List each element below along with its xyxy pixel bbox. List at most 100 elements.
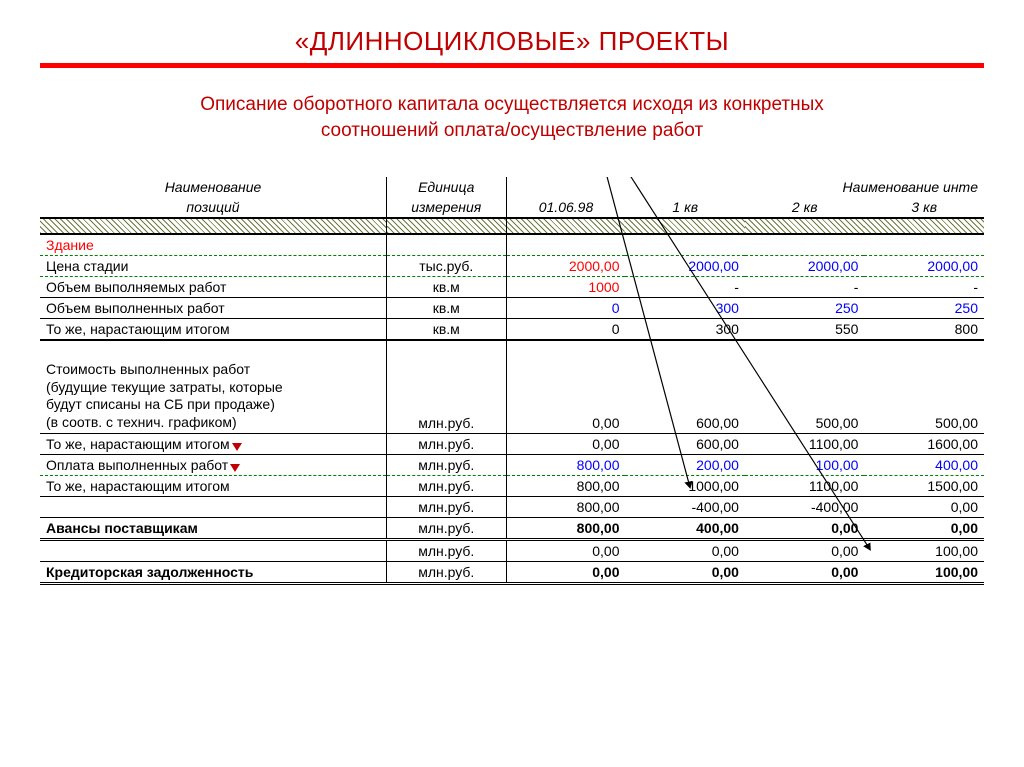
cell: 100,00 [745, 455, 864, 476]
cell: 800 [864, 319, 984, 341]
cell: 0,00 [506, 562, 625, 584]
cell: 0 [506, 298, 625, 319]
cell: 400,00 [625, 518, 744, 540]
cell: Цена стадии [40, 256, 387, 277]
cell: 250 [745, 298, 864, 319]
spreadsheet-area: Наименование Единица Наименование инте п… [40, 177, 984, 585]
cell: 800,00 [506, 497, 625, 518]
comment-marker-icon [232, 443, 242, 451]
cell: -400,00 [625, 497, 744, 518]
hatched-separator [40, 218, 984, 234]
line: Стоимость выполненных работ [46, 361, 250, 377]
cell: - [864, 277, 984, 298]
cell: -400,00 [745, 497, 864, 518]
cell: 800,00 [506, 518, 625, 540]
cell: 600,00 [625, 434, 744, 455]
cell: Оплата выполненных работ [46, 457, 228, 473]
cell: То же, нарастающим итогом [46, 436, 230, 452]
row-advances: Авансы поставщикам млн.руб. 800,00 400,0… [40, 518, 984, 540]
row-blank2: млн.руб. 0,00 0,00 0,00 100,00 [40, 540, 984, 562]
cell: кв.м [387, 319, 506, 341]
cell: Объем выполняемых работ [40, 277, 387, 298]
subtitle: Описание оборотного капитала осуществляе… [172, 92, 852, 143]
cell: 2000,00 [745, 256, 864, 277]
cell: 400,00 [864, 455, 984, 476]
cell: 1000,00 [625, 476, 744, 497]
cell: 0,00 [506, 540, 625, 562]
line: (будущие текущие затраты, которые [46, 379, 283, 395]
row-creditors: Кредиторская задолженность млн.руб. 0,00… [40, 562, 984, 584]
cell: 0,00 [625, 562, 744, 584]
line: будут списаны на СБ при продаже) [46, 396, 275, 412]
hdr-unit-bot: измерения [387, 197, 506, 218]
cell: 2000,00 [506, 256, 625, 277]
row-vol-done: Объем выполненных работ кв.м 0 300 250 2… [40, 298, 984, 319]
page-title: «ДЛИННОЦИКЛОВЫЕ» ПРОЕКТЫ [40, 26, 984, 57]
cell: 1500,00 [864, 476, 984, 497]
cell: 800,00 [506, 455, 625, 476]
cell: 0,00 [745, 518, 864, 540]
cell: 0,00 [506, 434, 625, 455]
cell: 0,00 [864, 518, 984, 540]
cell: - [625, 277, 744, 298]
cell: 0 [506, 319, 625, 341]
cell: млн.руб. [387, 540, 506, 562]
cell: 800,00 [506, 476, 625, 497]
cell: 1000 [506, 277, 625, 298]
row-cost: Стоимость выполненных работ (будущие тек… [40, 359, 984, 434]
cell: кв.м [387, 277, 506, 298]
row-pay-cum: То же, нарастающим итогом млн.руб. 800,0… [40, 476, 984, 497]
row-delta: млн.руб. 800,00 -400,00 -400,00 0,00 [40, 497, 984, 518]
cell: Кредиторская задолженность [40, 562, 387, 584]
cell: 250 [864, 298, 984, 319]
cell: Объем выполненных работ [40, 298, 387, 319]
cell: 1100,00 [745, 476, 864, 497]
row-section-building: Здание [40, 234, 984, 256]
cell: кв.м [387, 298, 506, 319]
comment-marker-icon [230, 464, 240, 472]
hdr-name-bot: позиций [40, 197, 387, 218]
cell: 1600,00 [864, 434, 984, 455]
cell: 500,00 [864, 359, 984, 434]
cell: 550 [745, 319, 864, 341]
hdr-col-1: 1 кв [625, 197, 744, 218]
cell: 600,00 [625, 359, 744, 434]
cell: 300 [625, 298, 744, 319]
cell: 0,00 [864, 497, 984, 518]
cell: тыс.руб. [387, 256, 506, 277]
cell [40, 497, 387, 518]
data-table: Наименование Единица Наименование инте п… [40, 177, 984, 585]
cell: млн.руб. [387, 562, 506, 584]
cell: 2000,00 [864, 256, 984, 277]
row-pay: Оплата выполненных работ млн.руб. 800,00… [40, 455, 984, 476]
row-price: Цена стадии тыс.руб. 2000,00 2000,00 200… [40, 256, 984, 277]
cell: 300 [625, 319, 744, 341]
cell: млн.руб. [387, 455, 506, 476]
cell: 2000,00 [625, 256, 744, 277]
header-row-1: Наименование Единица Наименование инте [40, 177, 984, 197]
cell: млн.руб. [387, 518, 506, 540]
title-underline [40, 63, 984, 68]
row-cost-cum: То же, нарастающим итогом млн.руб. 0,00 … [40, 434, 984, 455]
cell: 0,00 [745, 540, 864, 562]
cell: 0,00 [745, 562, 864, 584]
cell: 1100,00 [745, 434, 864, 455]
cell: млн.руб. [387, 497, 506, 518]
cell: То же, нарастающим итогом [40, 476, 387, 497]
cell: 0,00 [506, 359, 625, 434]
header-row-2: позиций измерения 01.06.98 1 кв 2 кв 3 к… [40, 197, 984, 218]
cell: млн.руб. [387, 434, 506, 455]
cell: 500,00 [745, 359, 864, 434]
cell [40, 540, 387, 562]
cell: 0,00 [625, 540, 744, 562]
cell-section-name: Здание [40, 234, 387, 256]
cell: 200,00 [625, 455, 744, 476]
row-vol-cum: То же, нарастающим итогом кв.м 0 300 550… [40, 319, 984, 341]
hdr-name-top: Наименование [40, 177, 387, 197]
hdr-col-2: 2 кв [745, 197, 864, 218]
row-spacer [40, 340, 984, 359]
cell: Авансы поставщикам [40, 518, 387, 540]
hdr-unit-top: Единица [387, 177, 506, 197]
cell: - [745, 277, 864, 298]
cell: 100,00 [864, 540, 984, 562]
